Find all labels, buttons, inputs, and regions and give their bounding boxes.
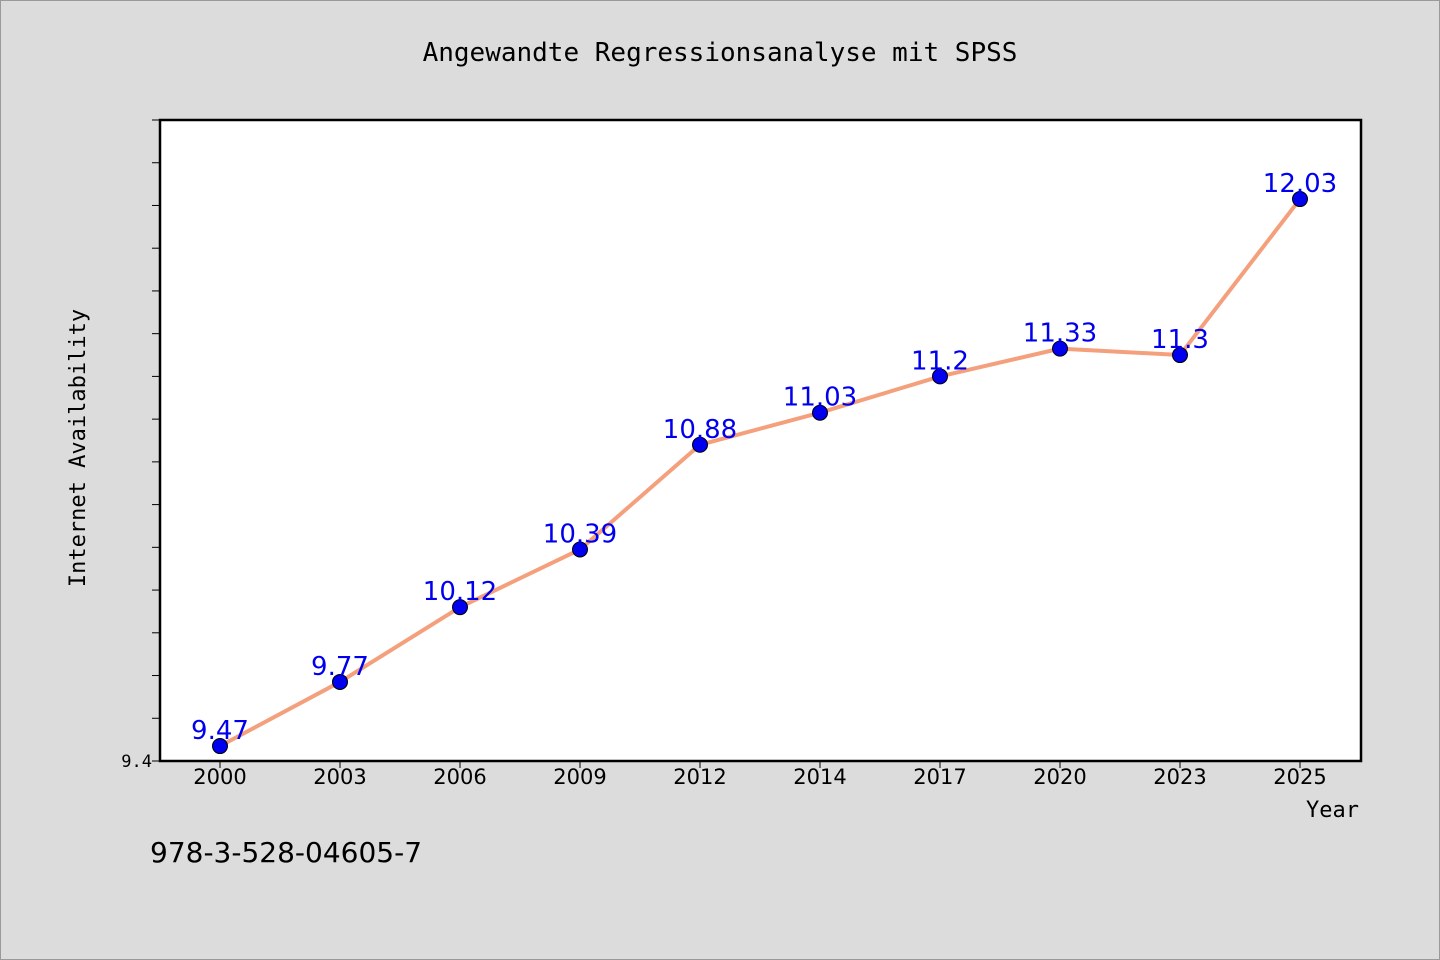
data-point-2000: [212, 738, 228, 755]
y-axis-label: Internet Availability: [66, 309, 91, 587]
data-point-2009: [572, 541, 588, 558]
y-tick-label-min: 9.4: [121, 752, 152, 772]
data-point-2014: [812, 404, 828, 421]
series-line: [218, 197, 1302, 749]
x-tick-label-2023: 2023: [1153, 765, 1206, 789]
data-point-2003: [332, 673, 348, 690]
footer-isbn: 978-3-528-04605-7: [150, 836, 422, 869]
chart-title: Angewandte Regressionsanalyse mit SPSS: [423, 38, 1018, 68]
data-label-2020: 11.33: [1023, 319, 1097, 349]
data-label-2023: 11.3: [1151, 325, 1209, 355]
x-axis-ticks: [219, 761, 1301, 768]
data-label-2009: 10.39: [543, 519, 617, 549]
x-tick-label-2006: 2006: [433, 765, 486, 789]
data-point-2023: [1172, 347, 1188, 364]
data-label-2014: 11.03: [783, 383, 857, 413]
data-point-2006: [452, 599, 468, 616]
data-labels: 9.47 9.77 10.12 10.39 10.88 11.03 11.2 11.33 11.…: [191, 169, 1337, 746]
y-axis-ticks: [152, 119, 160, 762]
x-tick-label-2009: 2009: [553, 765, 606, 789]
plot-area: [158, 118, 1363, 763]
data-label-2017: 11.2: [911, 346, 969, 376]
data-label-2025: 12.03: [1263, 169, 1337, 199]
x-tick-labels: 2000 2003 2006 2009 2012 2014 2017 2020 2023 2025: [193, 765, 1326, 789]
x-tick-label-2000: 2000: [193, 765, 246, 789]
x-tick-label-2020: 2020: [1033, 765, 1086, 789]
data-point-2020: [1052, 340, 1068, 357]
series-line-group: [218, 197, 1302, 749]
data-point-2017: [932, 368, 948, 385]
x-tick-label-2017: 2017: [913, 765, 966, 789]
data-label-2006: 10.12: [423, 577, 497, 607]
data-points: [212, 191, 1308, 755]
x-axis-label: Year: [1306, 798, 1359, 823]
x-tick-label-2014: 2014: [793, 765, 846, 789]
data-point-2012: [692, 436, 708, 453]
data-label-2003: 9.77: [311, 652, 369, 682]
data-label-2012: 10.88: [663, 415, 737, 445]
x-tick-label-2012: 2012: [673, 765, 726, 789]
x-tick-label-2003: 2003: [313, 765, 366, 789]
data-point-2025: [1292, 191, 1308, 208]
x-tick-label-2025: 2025: [1273, 765, 1326, 789]
data-label-2000: 9.47: [191, 716, 249, 746]
